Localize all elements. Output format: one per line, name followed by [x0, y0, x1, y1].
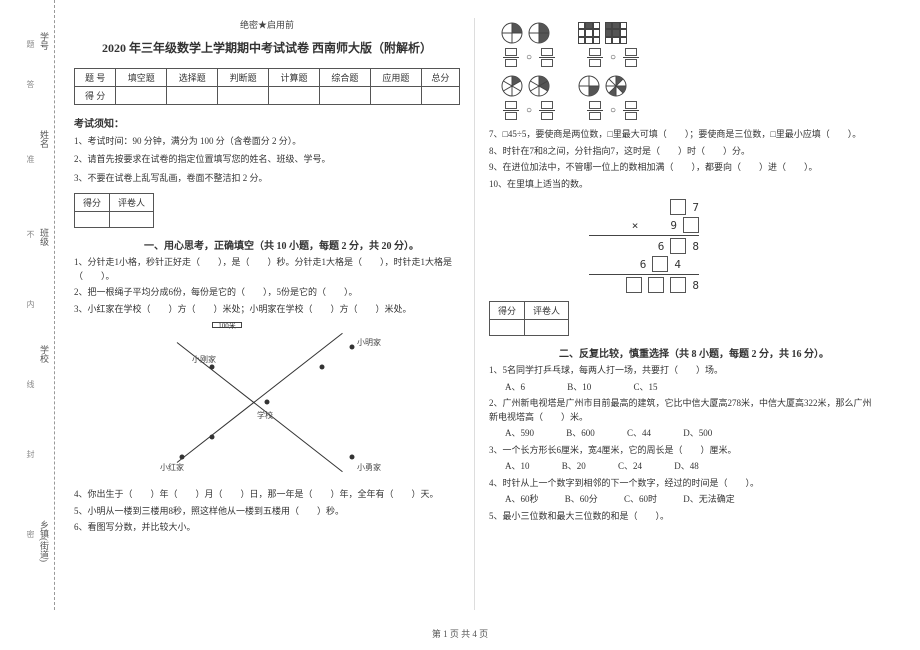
question: 10、在里填上适当的数。 [489, 178, 876, 192]
question: 8、时针在7和8之间，分针指向7，这时是（ ）时（ ）分。 [489, 145, 876, 159]
blank-fraction [539, 48, 555, 67]
question: 9、在进位加法中，不管哪一位上的数相加满（ ），都要向（ ）进（ ）。 [489, 161, 876, 175]
blank-fraction [623, 101, 639, 120]
page-footer: 第 1 页 共 4 页 [0, 627, 920, 640]
bind-dash: 准 [25, 155, 36, 163]
grid-icon [578, 22, 600, 44]
bind-field: 姓名 [38, 130, 51, 148]
mini-score-table: 得分评卷人 [489, 301, 569, 336]
blank-fraction [539, 101, 555, 120]
fraction-row-1 [501, 22, 876, 44]
bind-field: 乡镇(街道) [38, 520, 51, 562]
fraction-group [501, 22, 550, 44]
question: 2、广州新电视塔是广州市目前最高的建筑，它比中信大厦高278米，中信大厦高322… [489, 397, 876, 424]
blank-fraction [503, 48, 519, 67]
secret-label: 绝密★启用前 [74, 18, 460, 31]
page-content: 绝密★启用前 2020 年三年级数学上学期期中考试试卷 西南师大版（附解析） 题… [0, 0, 920, 610]
direction-diagram: 100米 小刚家 小明家 小红家 小勇家 学校 [152, 322, 382, 482]
pie-icon [501, 75, 523, 97]
digit-box [670, 238, 686, 254]
bind-field: 学号 [38, 32, 51, 50]
digit-box [670, 277, 686, 293]
blank-fraction [623, 48, 639, 67]
bind-dash: 不 [25, 230, 36, 238]
fraction-compare-2: ○ ○ [501, 101, 876, 120]
notice-item: 1、考试时间：90 分钟，满分为 100 分（含卷面分 2 分）。 [74, 134, 460, 148]
fraction-group [578, 22, 627, 44]
question: 5、最小三位数和最大三位数的和是（ ）。 [489, 510, 876, 524]
question: 5、小明从一楼到三楼用8秒，照这样他从一楼到五楼用（ ）秒。 [74, 505, 460, 519]
pie-icon [605, 75, 627, 97]
left-column: 绝密★启用前 2020 年三年级数学上学期期中考试试卷 西南师大版（附解析） 题… [60, 18, 475, 610]
compare-op: ○ [610, 105, 616, 116]
options: A、60秒 B、60分 C、60时 D、无法确定 [489, 493, 876, 507]
question: 1、5名同学打乒乓球，每两人打一场，共要打（ ）场。 [489, 364, 876, 378]
question: 3、一个长方形长6厘米，宽4厘米，它的周长是（ ）厘米。 [489, 444, 876, 458]
score-table: 题 号 填空题 选择题 判断题 计算题 综合题 应用题 总分 得 分 [74, 68, 460, 105]
blank-fraction [587, 101, 603, 120]
question: 7、□45÷5，要使商是两位数，□里最大可填（ ）；要使商是三位数，□里最小应填… [489, 128, 876, 142]
binding-margin: 学号 姓名 班级 学校 乡镇(街道) 题 答 准 不 内 线 封 密 [0, 0, 55, 610]
section-2-title: 二、反复比较，慎重选择（共 8 小题，每题 2 分，共 16 分）。 [559, 345, 876, 360]
options: A、10 B、20 C、24 D、48 [489, 460, 876, 474]
fraction-group [578, 75, 627, 97]
diagram-label: 小刚家 [192, 354, 216, 365]
notice-item: 2、请首先按要求在试卷的指定位置填写您的姓名、班级、学号。 [74, 152, 460, 166]
question: 4、时针从上一个数字到相邻的下一个数字，经过的时间是（ ）。 [489, 477, 876, 491]
table-row: 题 号 填空题 选择题 判断题 计算题 综合题 应用题 总分 [75, 69, 460, 87]
blank-fraction [587, 48, 603, 67]
question: 3、小红家在学校（ ）方（ ）米处；小明家在学校（ ）方（ ）米处。 [74, 303, 460, 317]
pie-icon [578, 75, 600, 97]
bind-dash: 内 [25, 300, 36, 308]
digit-box [648, 277, 664, 293]
fraction-compare-1: ○ ○ [501, 48, 876, 67]
pie-icon [528, 75, 550, 97]
bind-dash: 题 [25, 40, 36, 48]
diagram-label: 学校 [257, 410, 273, 421]
scale-bar: 100米 [212, 322, 242, 328]
diagram-label: 小明家 [357, 337, 381, 348]
section-1-title: 一、用心思考，正确填空（共 10 小题，每题 2 分，共 20 分）。 [144, 237, 460, 252]
blank-fraction [503, 101, 519, 120]
notice-item: 3、不要在试卷上乱写乱画，卷面不整洁扣 2 分。 [74, 171, 460, 185]
compare-op: ○ [610, 52, 616, 63]
question: 4、你出生于（ ）年（ ）月（ ）日，那一年是（ ）年，全年有（ ）天。 [74, 488, 460, 502]
options: A、590 B、600 C、44 D、500 [489, 427, 876, 441]
right-column: ○ ○ ○ [475, 18, 890, 610]
bind-field: 班级 [38, 228, 51, 246]
bind-field: 学校 [38, 345, 51, 363]
bind-dash: 线 [25, 380, 36, 388]
mini-score-table: 得分评卷人 [74, 193, 154, 228]
question: 6、看图写分数，并比较大小。 [74, 521, 460, 535]
compare-op: ○ [526, 52, 532, 63]
diagram-label: 小勇家 [357, 462, 381, 473]
fraction-row-2 [501, 75, 876, 97]
exam-title: 2020 年三年级数学上学期期中考试试卷 西南师大版（附解析） [74, 39, 460, 56]
pie-icon [528, 22, 550, 44]
table-row: 得 分 [75, 87, 460, 105]
digit-box [626, 277, 642, 293]
question: 2、把一根绳子平均分成6份，每份是它的（ ），5份是它的（ ）。 [74, 286, 460, 300]
question: 1、分针走1小格，秒针正好走（ ），是（ ）秒。分针走1大格是（ ），时针走1大… [74, 256, 460, 283]
compare-op: ○ [526, 105, 532, 116]
options: A、6 B、10 C、15 [489, 381, 876, 395]
multiplication-problem: 7 ×9 68 64 8 [589, 199, 876, 293]
bind-dash: 封 [25, 450, 36, 458]
digit-box [683, 217, 699, 233]
pie-icon [501, 22, 523, 44]
grid-icon [605, 22, 627, 44]
digit-box [670, 199, 686, 215]
bind-dash: 密 [25, 530, 36, 538]
digit-box [652, 256, 668, 272]
fraction-group [501, 75, 550, 97]
diagram-label: 小红家 [160, 462, 184, 473]
notice-heading: 考试须知： [74, 115, 460, 130]
bind-dash: 答 [25, 80, 36, 88]
